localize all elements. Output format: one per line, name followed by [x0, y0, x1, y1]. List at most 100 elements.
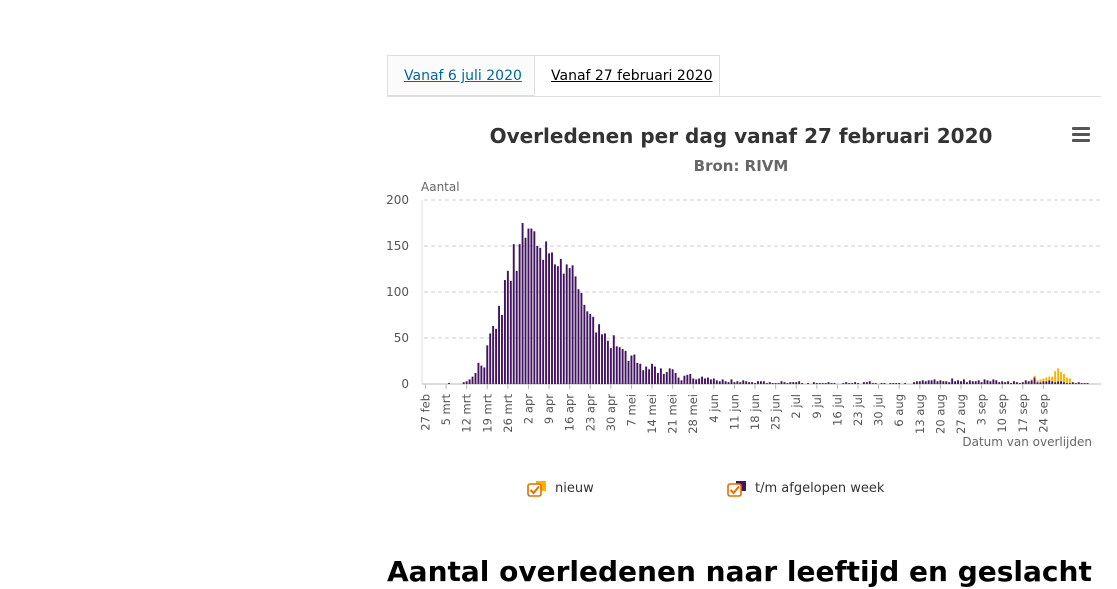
bar-afgelopen-week[interactable] [762, 381, 765, 384]
bar-afgelopen-week[interactable] [927, 380, 930, 384]
bar-nieuw[interactable] [1057, 368, 1060, 382]
bar-afgelopen-week[interactable] [501, 315, 503, 384]
bar-afgelopen-week[interactable] [880, 383, 883, 384]
bar-afgelopen-week[interactable] [751, 382, 754, 384]
bar-afgelopen-week[interactable] [871, 383, 874, 384]
bar-afgelopen-week[interactable] [748, 382, 751, 384]
bar-afgelopen-week[interactable] [957, 380, 960, 384]
bar-afgelopen-week[interactable] [604, 333, 606, 384]
bar-afgelopen-week[interactable] [801, 383, 804, 384]
bar-afgelopen-week[interactable] [577, 289, 580, 384]
bar-afgelopen-week[interactable] [483, 367, 486, 384]
bar-afgelopen-week[interactable] [624, 350, 627, 384]
bar-afgelopen-week[interactable] [583, 304, 586, 384]
bar-afgelopen-week[interactable] [930, 380, 933, 384]
bar-afgelopen-week[interactable] [559, 258, 562, 384]
bar-afgelopen-week[interactable] [815, 383, 818, 384]
bar-afgelopen-week[interactable] [721, 379, 724, 384]
bar-afgelopen-week[interactable] [492, 326, 495, 384]
bar-afgelopen-week[interactable] [1065, 383, 1068, 384]
bar-afgelopen-week[interactable] [898, 383, 901, 384]
bar-afgelopen-week[interactable] [918, 381, 921, 384]
bar-afgelopen-week[interactable] [754, 383, 756, 384]
bar-afgelopen-week[interactable] [506, 270, 509, 384]
bar-afgelopen-week[interactable] [1024, 380, 1027, 384]
bar-nieuw[interactable] [1039, 379, 1042, 383]
bar-afgelopen-week[interactable] [448, 383, 450, 384]
bar-afgelopen-week[interactable] [795, 382, 798, 384]
bar-afgelopen-week[interactable] [862, 382, 865, 384]
bar-afgelopen-week[interactable] [689, 373, 692, 384]
bar-afgelopen-week[interactable] [812, 382, 815, 384]
bar-afgelopen-week[interactable] [798, 381, 801, 384]
bar-afgelopen-week[interactable] [1039, 382, 1042, 384]
bar-afgelopen-week[interactable] [521, 223, 524, 384]
bar-afgelopen-week[interactable] [698, 378, 701, 384]
bar-afgelopen-week[interactable] [656, 372, 659, 384]
bar-afgelopen-week[interactable] [674, 372, 677, 384]
bar-afgelopen-week[interactable] [636, 362, 639, 384]
bar-afgelopen-week[interactable] [827, 382, 830, 384]
bar-afgelopen-week[interactable] [704, 378, 706, 384]
bar-afgelopen-week[interactable] [998, 382, 1001, 384]
bar-afgelopen-week[interactable] [630, 355, 633, 384]
bar-afgelopen-week[interactable] [1004, 382, 1007, 384]
bar-afgelopen-week[interactable] [595, 332, 598, 384]
bar-afgelopen-week[interactable] [545, 241, 548, 384]
bar-nieuw[interactable] [1054, 371, 1057, 383]
bar-nieuw[interactable] [1063, 373, 1065, 383]
bar-afgelopen-week[interactable] [712, 378, 715, 384]
bar-afgelopen-week[interactable] [648, 369, 651, 384]
bar-afgelopen-week[interactable] [948, 382, 951, 384]
bar-afgelopen-week[interactable] [954, 381, 957, 384]
bar-nieuw[interactable] [1068, 378, 1071, 384]
bar-nieuw[interactable] [1033, 375, 1036, 378]
bar-afgelopen-week[interactable] [615, 346, 618, 384]
bar-afgelopen-week[interactable] [789, 382, 792, 384]
bar-afgelopen-week[interactable] [654, 366, 656, 384]
bar-afgelopen-week[interactable] [659, 368, 662, 384]
bar-afgelopen-week[interactable] [562, 273, 565, 384]
bar-afgelopen-week[interactable] [527, 228, 530, 384]
bar-afgelopen-week[interactable] [1045, 381, 1048, 384]
bar-afgelopen-week[interactable] [792, 382, 795, 384]
bar-afgelopen-week[interactable] [745, 381, 748, 384]
bar-afgelopen-week[interactable] [768, 382, 771, 384]
bar-afgelopen-week[interactable] [757, 381, 759, 384]
bar-afgelopen-week[interactable] [1063, 382, 1065, 384]
bar-afgelopen-week[interactable] [589, 314, 592, 384]
bar-afgelopen-week[interactable] [621, 349, 624, 384]
bar-afgelopen-week[interactable] [1071, 382, 1074, 384]
bar-afgelopen-week[interactable] [598, 324, 601, 384]
bar-afgelopen-week[interactable] [474, 372, 477, 384]
bar-afgelopen-week[interactable] [651, 363, 653, 384]
bar-afgelopen-week[interactable] [724, 381, 727, 384]
bar-afgelopen-week[interactable] [695, 379, 698, 384]
bar-afgelopen-week[interactable] [851, 383, 854, 384]
bar-afgelopen-week[interactable] [936, 381, 939, 384]
bar-afgelopen-week[interactable] [742, 380, 745, 384]
bar-afgelopen-week[interactable] [1001, 381, 1004, 384]
bar-afgelopen-week[interactable] [580, 292, 583, 384]
bar-afgelopen-week[interactable] [960, 381, 962, 384]
bar-afgelopen-week[interactable] [971, 381, 974, 384]
bar-afgelopen-week[interactable] [1015, 382, 1018, 384]
bar-afgelopen-week[interactable] [706, 377, 709, 384]
bar-afgelopen-week[interactable] [553, 264, 556, 384]
bar-afgelopen-week[interactable] [692, 378, 695, 384]
bar-afgelopen-week[interactable] [833, 383, 836, 384]
bar-afgelopen-week[interactable] [962, 379, 965, 384]
bar-afgelopen-week[interactable] [842, 383, 845, 384]
bar-afgelopen-week[interactable] [662, 373, 665, 384]
bar-afgelopen-week[interactable] [895, 383, 898, 384]
bar-afgelopen-week[interactable] [668, 368, 671, 384]
bar-afgelopen-week[interactable] [980, 382, 983, 384]
bar-afgelopen-week[interactable] [1013, 381, 1015, 384]
bar-afgelopen-week[interactable] [1010, 383, 1012, 384]
bar-afgelopen-week[interactable] [633, 354, 636, 384]
bar-afgelopen-week[interactable] [551, 252, 553, 384]
bar-afgelopen-week[interactable] [986, 380, 989, 384]
bar-afgelopen-week[interactable] [568, 268, 571, 384]
tab-vanaf-27-februari[interactable]: Vanaf 27 februari 2020 [534, 55, 720, 96]
bar-afgelopen-week[interactable] [509, 280, 512, 384]
